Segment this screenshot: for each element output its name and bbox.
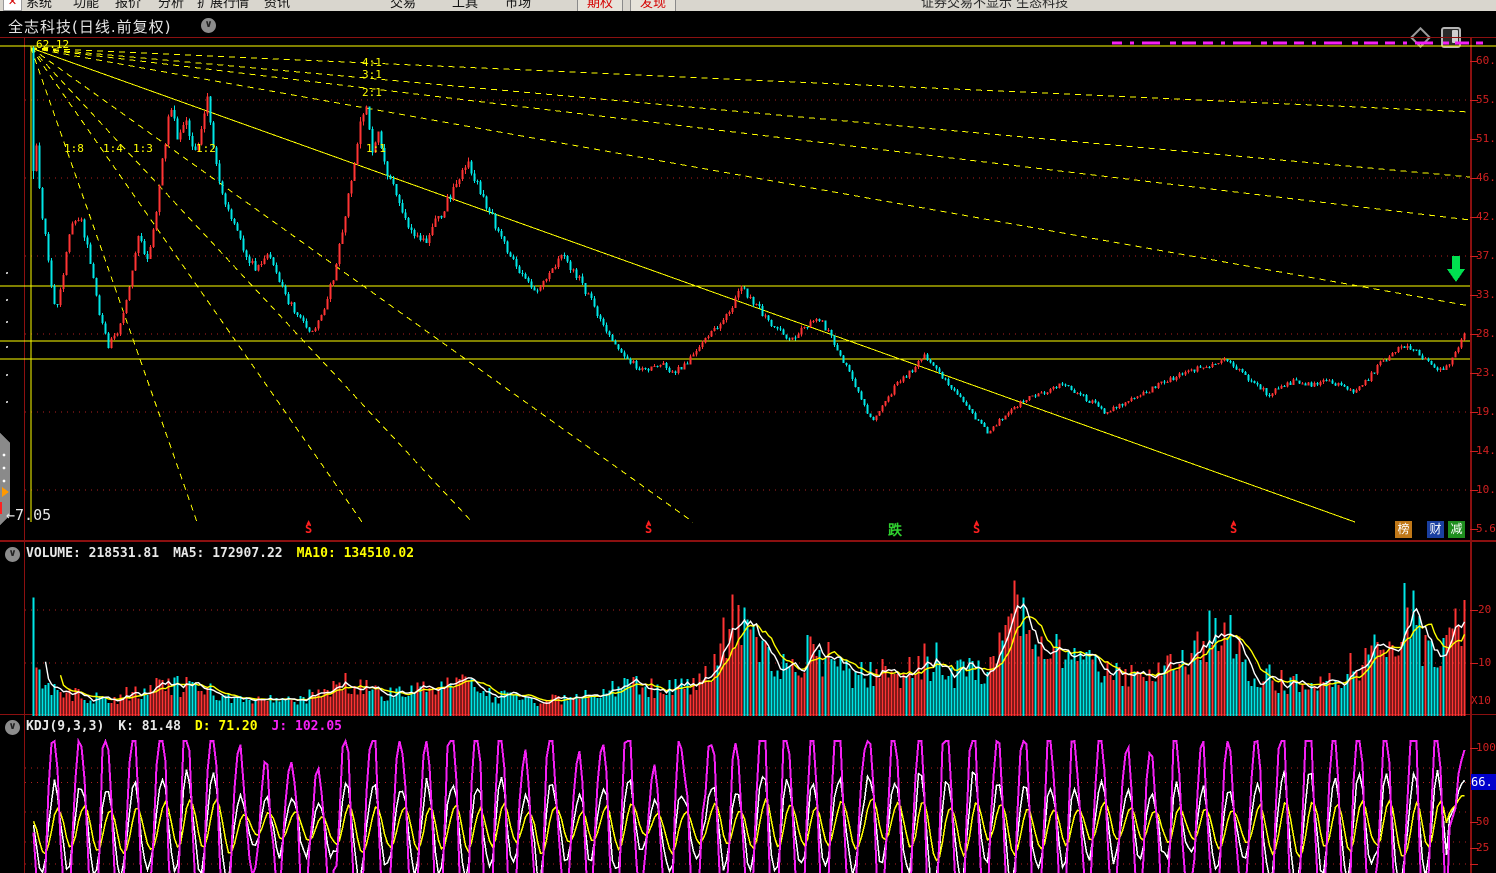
price-axis-label: 33.01	[1476, 288, 1496, 301]
chevron-down-icon[interactable]: ∨	[201, 18, 216, 33]
menu-item-5[interactable]: 资讯	[264, 0, 291, 11]
menu-item-4[interactable]: 扩展行情	[197, 0, 250, 11]
volume-ma10-value: MA10: 134510.02	[296, 546, 415, 561]
gann-ratio-label-1-2: 1:2	[196, 142, 216, 155]
volume-pane-header: VOLUME: 218531.81 MA5: 172907.22 MA10: 134…	[26, 546, 428, 561]
gann-ratio-label-1-1: 1:1	[366, 142, 386, 155]
kdj-current-value-badge: 66.	[1471, 774, 1496, 790]
kdj-axis-label: 100	[1476, 741, 1496, 754]
sell-signal-marker: ▲ S	[305, 518, 313, 536]
ex-rights-arrow-icon	[1447, 256, 1465, 282]
corner-badge-0[interactable]: 榜	[1395, 521, 1412, 538]
kdj-collapse-chevron-icon[interactable]: ∨	[5, 720, 20, 735]
gann-ratio-label-1-8: 1:8	[64, 142, 84, 155]
kdj-pane-header: KDJ(9,3,3) K: 81.48 D: 71.20 J: 102.05	[26, 719, 356, 734]
menu-item-10[interactable]: 发现	[630, 0, 677, 11]
sell-signal-marker: ▲ S	[645, 518, 653, 536]
volume-value: VOLUME: 218531.81	[26, 546, 160, 561]
price-axis-label: 28.45	[1476, 327, 1496, 340]
left-price-marker: ←7.05	[6, 506, 52, 524]
price-axis-label: 37.57	[1476, 249, 1496, 262]
kdj-k-value: K: 81.48	[118, 719, 181, 734]
kdj-name: KDJ(9,3,3)	[26, 719, 105, 734]
gann-ratio-label-1-3: 1:3	[133, 142, 153, 155]
menu-item-0[interactable]: 系统	[26, 0, 53, 11]
menu-item-2[interactable]: 报价	[115, 0, 142, 11]
volume-scale-label: X10	[1471, 694, 1491, 707]
menu-item-8[interactable]: 市场	[505, 0, 532, 11]
kdj-axis-label: 25	[1476, 841, 1490, 854]
corner-badge-2[interactable]: 减	[1448, 521, 1465, 538]
menu-item-6[interactable]: 交易	[390, 0, 417, 11]
menu-right-status-text: 证券交易不显示 生态科技	[921, 0, 1069, 11]
kdj-axis-label: 50	[1476, 815, 1490, 828]
chart-title: 全志科技(日线.前复权)	[8, 18, 172, 36]
kdj-d-value: D: 71.20	[194, 719, 258, 734]
volume-axis-label: 10	[1478, 656, 1492, 669]
menu-item-3[interactable]: 分析	[158, 0, 185, 11]
menu-item-1[interactable]: 功能	[73, 0, 100, 11]
gann-ratio-label-1-4: 1:4	[103, 142, 123, 155]
volume-axis-label: 20	[1478, 603, 1492, 616]
app-logo-icon[interactable]: ✕	[3, 0, 22, 11]
kdj-j-value: J: 102.05	[271, 719, 342, 734]
price-axis-label: 60.37	[1476, 54, 1496, 67]
price-axis-label: 42.13	[1476, 210, 1496, 223]
price-axis-label: 19.32	[1476, 405, 1496, 418]
menu-item-7[interactable]: 工具	[452, 0, 479, 11]
menu-item-9[interactable]: 期权	[577, 0, 624, 11]
volume-collapse-chevron-icon[interactable]: ∨	[5, 547, 20, 562]
gann-ratio-label-3-1: 3:1	[362, 68, 382, 81]
gann-ratio-label-2-1: 2:1	[362, 86, 382, 99]
price-axis-label: 10.20	[1476, 483, 1496, 496]
price-axis-label: 14.76	[1476, 444, 1496, 457]
price-axis-label: 5.64	[1476, 522, 1496, 535]
gann-ratio-label-4-1: 4:1	[362, 56, 382, 69]
sell-signal-marker: ▲ S	[973, 518, 981, 536]
price-axis-label: 23.88	[1476, 366, 1496, 379]
price-axis-label: 55.81	[1476, 93, 1496, 106]
fall-flag-label: 跌	[888, 523, 902, 539]
price-axis-label: 51.25	[1476, 132, 1496, 145]
sell-signal-marker: ▲ S	[1230, 518, 1238, 536]
corner-badge-1[interactable]: 财	[1427, 521, 1444, 538]
volume-ma5-value: MA5: 172907.22	[173, 546, 283, 561]
price-axis-label: 46.69	[1476, 171, 1496, 184]
gann-origin-price-label: 62.12	[36, 38, 70, 51]
title-bar: 全志科技(日线.前复权) ∨	[0, 11, 1496, 49]
side-drawer-handle[interactable]	[0, 433, 10, 525]
